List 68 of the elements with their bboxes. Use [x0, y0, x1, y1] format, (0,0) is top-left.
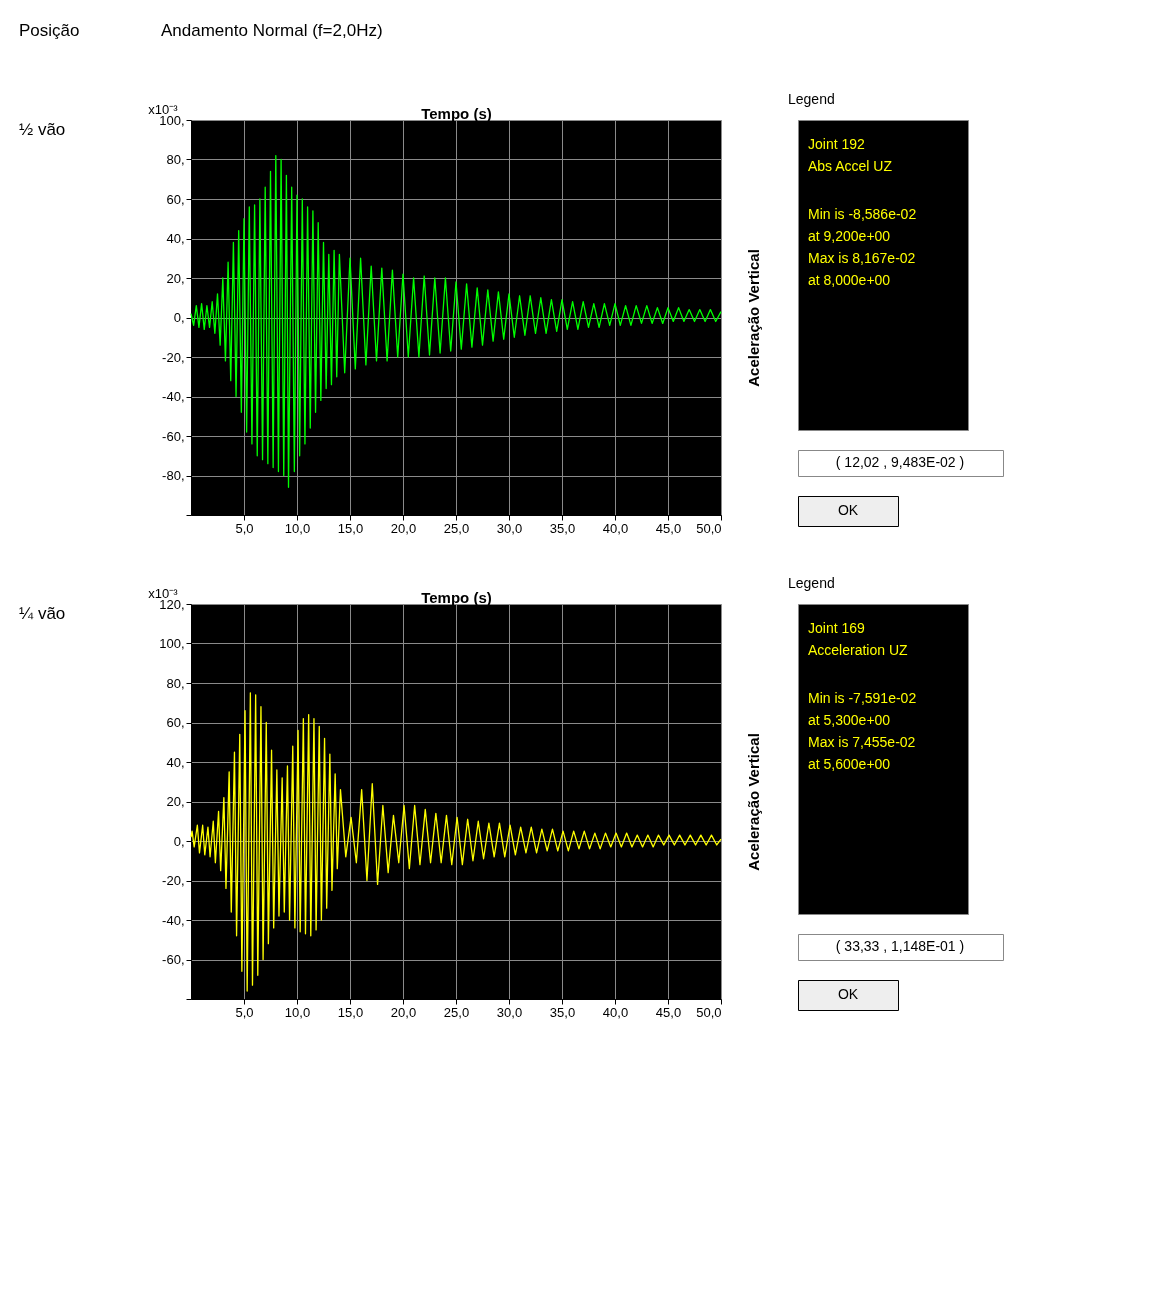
- text: ½ vão: [19, 120, 66, 139]
- x-tick-label: 5,0: [235, 520, 254, 536]
- x-tick-label: 25,0: [443, 1004, 470, 1020]
- x-tick-label: 30,0: [496, 1004, 523, 1020]
- x-tick-label: 10,0: [284, 520, 311, 536]
- x-tick-label: 50,0: [696, 1004, 722, 1020]
- y-tick-label: 80,: [166, 152, 185, 167]
- y-tick-label: -40,: [162, 389, 185, 404]
- text: Min is -8,586e-02: [808, 206, 917, 222]
- y-tick-label: -20,: [162, 349, 185, 365]
- text: Joint 192: [808, 136, 866, 152]
- text: ( 12,02 , 9,483E-02 ): [835, 454, 965, 470]
- y-tick-label: 80,: [166, 675, 185, 691]
- text: Legend: [788, 91, 835, 107]
- x-tick-label: 20,0: [390, 520, 417, 536]
- chart-title: Andamento Normal (f=2,0Hz): [161, 21, 383, 40]
- x-tick-label: 15,0: [337, 520, 364, 536]
- x-tick-label: 35,0: [549, 1004, 576, 1020]
- y-tick-label: -20,: [162, 873, 185, 888]
- x-tick-label: 50,0: [696, 520, 722, 536]
- text: OK: [837, 986, 859, 1002]
- y-axis-title: Aceleração Vertical: [744, 249, 762, 387]
- text: Acceleration UZ: [808, 642, 909, 658]
- text: ( 33,33 , 1,148E-01 ): [835, 938, 965, 954]
- x-tick-label: 35,0: [549, 520, 576, 536]
- y-tick-label: 0,: [173, 310, 185, 325]
- line-series: [190, 692, 722, 992]
- text: at 8,000e+00: [808, 272, 891, 288]
- text: Abs Accel UZ: [808, 158, 893, 174]
- y-tick-label: -40,: [162, 912, 185, 928]
- text: at 9,200e+00: [808, 228, 891, 244]
- text: Max is 7,455e-02: [808, 734, 916, 750]
- text: Joint 169: [808, 620, 866, 636]
- x-tick-label: 40,0: [602, 520, 629, 536]
- x-tick-label: 25,0: [443, 520, 470, 536]
- x-axis-title: Tempo (s): [421, 104, 492, 122]
- y-tick-label: 100,: [159, 636, 185, 651]
- x-tick-label: 45,0: [655, 1004, 682, 1020]
- y-tick-label: 20,: [166, 270, 185, 286]
- text: at 5,600e+00: [808, 756, 891, 772]
- y-tick-label: 20,: [166, 794, 185, 809]
- x-tick-label: 30,0: [496, 520, 523, 536]
- y-tick-label: 40,: [166, 754, 185, 770]
- x-tick-label: 20,0: [390, 1004, 417, 1020]
- y-axis-title: Aceleração Vertical: [744, 733, 762, 871]
- line-series: [190, 154, 722, 488]
- x-tick-label: 10,0: [284, 1004, 311, 1020]
- text: Legend: [788, 575, 835, 591]
- y-tick-label: -80,: [162, 468, 185, 483]
- y-tick-label: 0,: [173, 833, 185, 849]
- y-tick-label: 60,: [166, 191, 185, 207]
- text: ¼ vão: [19, 604, 66, 623]
- y-tick-label: 40,: [166, 231, 185, 246]
- text: Max is 8,167e-02: [808, 250, 916, 266]
- text: x10⁻³: [148, 586, 179, 601]
- text: Posição: [19, 21, 80, 40]
- x-tick-label: 15,0: [337, 1004, 364, 1020]
- x-tick-label: 40,0: [602, 1004, 629, 1020]
- text: Min is -7,591e-02: [808, 690, 917, 706]
- text: x10⁻³: [148, 102, 179, 117]
- y-tick-label: 60,: [166, 715, 185, 730]
- text: OK: [837, 502, 859, 518]
- y-tick-label: -60,: [162, 428, 185, 444]
- x-tick-label: 5,0: [235, 1004, 254, 1020]
- text: at 5,300e+00: [808, 712, 891, 728]
- x-tick-label: 45,0: [655, 520, 682, 536]
- y-tick-label: -60,: [162, 952, 185, 967]
- x-axis-title: Tempo (s): [421, 588, 492, 606]
